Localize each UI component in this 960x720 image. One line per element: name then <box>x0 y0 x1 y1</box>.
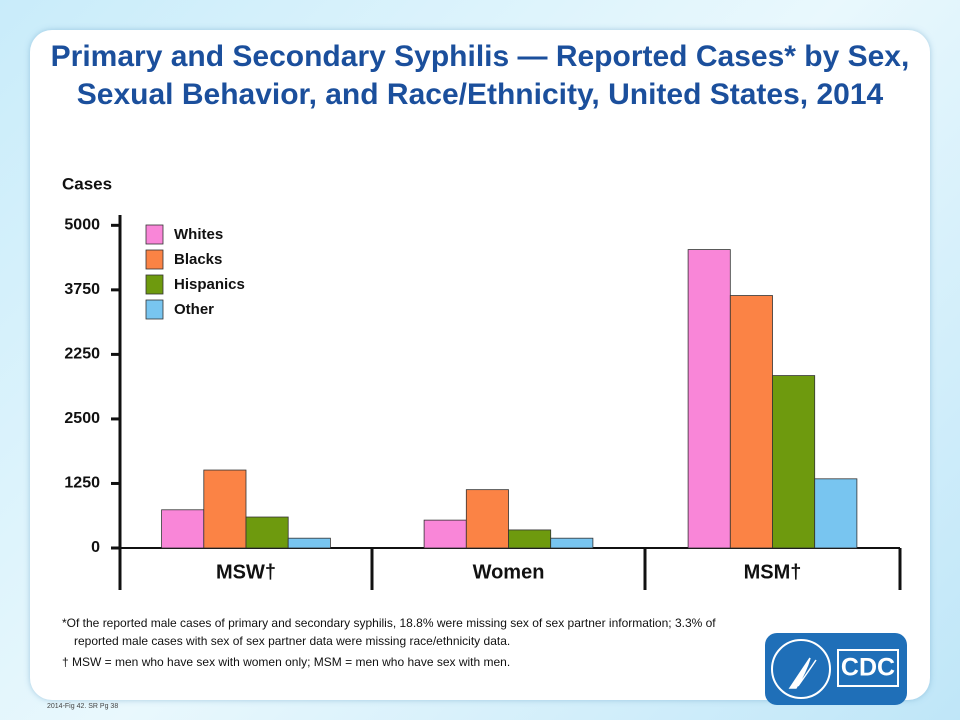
source: 2014-Fig 42. SR Pg 38 <box>47 703 119 710</box>
bar <box>245 516 289 549</box>
x-tick-label: MSW† <box>216 561 276 583</box>
y-tick-label: 5000 <box>64 217 100 234</box>
footnote: † MSW = men who have sex with women only… <box>62 655 511 669</box>
bar <box>203 469 247 549</box>
footnotes: *Of the reported male cases of primary a… <box>62 614 732 674</box>
bar <box>729 295 773 549</box>
y-tick-label: 3750 <box>64 281 100 298</box>
x-tick-label: Women <box>473 561 545 583</box>
y-tick-label: 2250 <box>64 346 100 363</box>
legend-swatch <box>145 249 164 270</box>
bar <box>550 537 594 549</box>
logo-box <box>837 649 899 687</box>
legend-label: Blacks <box>174 251 222 268</box>
y-axis-label: Cases <box>62 174 112 193</box>
bar <box>423 519 467 549</box>
y-tick-label: 1250 <box>64 475 100 492</box>
legend-swatch <box>145 274 164 295</box>
bar <box>465 489 509 549</box>
logo-eagle <box>788 657 817 689</box>
legend-label: Other <box>174 301 214 318</box>
footnote: *Of the reported male cases of primary a… <box>62 616 716 648</box>
bar <box>161 509 205 549</box>
bar <box>508 529 552 549</box>
bar <box>814 478 858 549</box>
legend-label: Whites <box>174 226 223 243</box>
chart-title: Primary and Secondary Syphilis — Reporte… <box>50 40 910 111</box>
y-tick-label: 0 <box>91 539 100 556</box>
bar <box>687 249 731 549</box>
logo-text: CDC <box>841 654 895 682</box>
legend-swatch <box>145 299 164 320</box>
bar <box>772 375 816 549</box>
logo-seal <box>771 639 831 699</box>
panel <box>30 30 930 700</box>
legend-label: Hispanics <box>174 276 245 293</box>
x-tick-label: MSM† <box>744 561 802 583</box>
legend-swatch <box>145 224 164 245</box>
bar <box>287 537 331 549</box>
y-tick-label: 2500 <box>64 410 100 427</box>
